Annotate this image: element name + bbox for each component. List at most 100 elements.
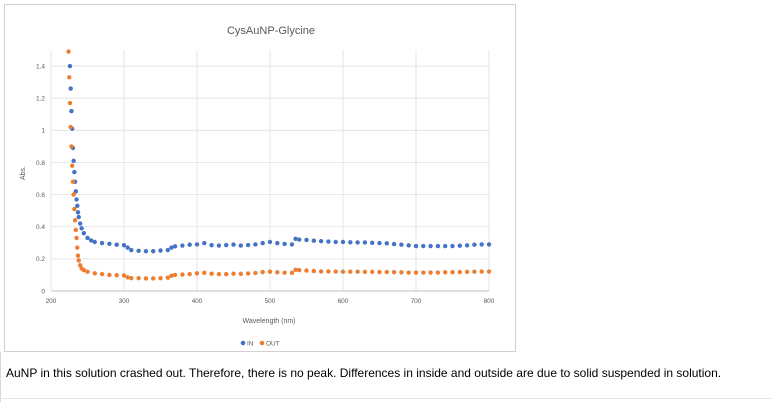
data-point-out: [114, 273, 119, 278]
data-point-out: [143, 276, 149, 281]
data-point-out: [67, 100, 73, 106]
data-point-out: [224, 271, 229, 277]
data-point-in: [413, 243, 419, 249]
data-point-in: [224, 242, 229, 248]
data-point-in: [71, 158, 76, 164]
data-point-in: [143, 248, 149, 254]
data-point-in: [151, 248, 156, 254]
data-point-in: [125, 245, 130, 250]
data-series: [66, 49, 492, 281]
data-point-out: [238, 271, 243, 277]
data-point-out: [318, 269, 324, 274]
data-point-in: [79, 226, 84, 231]
data-point-out: [399, 270, 404, 275]
x-tick-label: 600: [338, 298, 349, 305]
data-point-in: [435, 243, 441, 249]
data-point-out: [165, 275, 170, 280]
data-point-out: [421, 270, 426, 275]
legend: IN OUT: [240, 341, 280, 348]
data-point-out: [326, 269, 331, 274]
data-point-in: [69, 108, 74, 114]
data-point-in: [293, 236, 298, 241]
data-point-in: [443, 243, 448, 249]
data-point-out: [340, 269, 346, 274]
y-tick-label: 0.4: [36, 224, 45, 231]
divider-bottom: [0, 398, 772, 399]
data-point-out: [253, 270, 258, 276]
data-point-in: [107, 241, 112, 246]
data-point-in: [88, 238, 94, 243]
data-point-out: [69, 144, 74, 149]
data-point-out: [136, 275, 141, 281]
y-tick-label: 1: [41, 128, 45, 135]
data-point-in: [333, 239, 338, 245]
data-point-in: [391, 241, 397, 247]
data-point-out: [151, 276, 156, 281]
y-tick-label: 0.6: [36, 192, 45, 199]
data-point-out: [73, 227, 79, 233]
data-point-out: [74, 235, 79, 241]
data-point-out: [391, 270, 397, 275]
legend-label-out: OUT: [266, 341, 280, 348]
data-point-out: [348, 269, 353, 274]
data-point-out: [180, 272, 185, 277]
data-point-in: [348, 240, 353, 245]
data-point-out: [297, 267, 302, 273]
legend-label-in: IN: [247, 341, 254, 348]
y-tick-label: 0: [41, 288, 45, 295]
data-point-out: [267, 269, 273, 274]
data-point-out: [209, 271, 214, 276]
data-point-out: [72, 206, 77, 212]
data-point-out: [245, 271, 251, 276]
chart-svg: CysAuNP-Glycine 200 300 400 500 600 700 800 0 0.…: [20, 25, 495, 348]
x-tick-label: 400: [192, 298, 203, 305]
data-point-in: [304, 237, 309, 243]
data-point-out: [187, 271, 192, 277]
data-point-in: [72, 169, 77, 175]
data-point-out: [69, 163, 75, 168]
data-point-in: [180, 243, 185, 248]
data-point-in: [129, 247, 134, 253]
data-point-in: [165, 247, 170, 253]
data-point-out: [107, 272, 112, 278]
data-point-in: [73, 189, 79, 194]
data-point-in: [428, 243, 433, 249]
data-point-in: [355, 240, 360, 245]
chart-container: CysAuNP-Glycine 200 300 400 500 600 700 800 0 0.…: [4, 4, 516, 352]
x-axis-label: Wavelength (nm): [242, 318, 295, 325]
data-point-in: [289, 242, 295, 247]
data-point-out: [472, 269, 477, 274]
series-out: [66, 49, 492, 281]
data-point-in: [209, 243, 214, 248]
data-point-in: [74, 197, 79, 202]
data-point-out: [158, 275, 163, 281]
x-tick-label: 700: [411, 298, 422, 305]
data-point-in: [187, 242, 192, 247]
data-point-out: [67, 75, 72, 80]
data-point-out: [216, 271, 222, 277]
data-point-in: [406, 243, 411, 248]
x-tick-label: 300: [119, 298, 130, 305]
data-point-out: [304, 268, 309, 273]
divider-left: [0, 352, 1, 402]
data-point-in: [311, 238, 316, 243]
data-point-out: [355, 269, 360, 274]
data-point-in: [384, 241, 389, 246]
data-point-out: [202, 270, 207, 276]
data-point-out: [443, 270, 448, 275]
data-point-out: [275, 270, 280, 275]
data-point-out: [362, 269, 368, 275]
data-point-out: [68, 124, 73, 130]
data-point-out: [129, 275, 134, 281]
data-point-out: [71, 192, 76, 197]
series-in: [67, 63, 492, 254]
data-point-in: [85, 235, 90, 241]
data-point-out: [76, 258, 81, 263]
data-point-out: [282, 270, 287, 275]
y-tick-label: 1.2: [36, 96, 45, 103]
data-point-out: [486, 269, 492, 274]
data-point-in: [68, 86, 73, 91]
data-point-out: [125, 275, 130, 280]
x-tick-label: 200: [46, 298, 57, 305]
x-tick-label: 800: [484, 298, 495, 305]
